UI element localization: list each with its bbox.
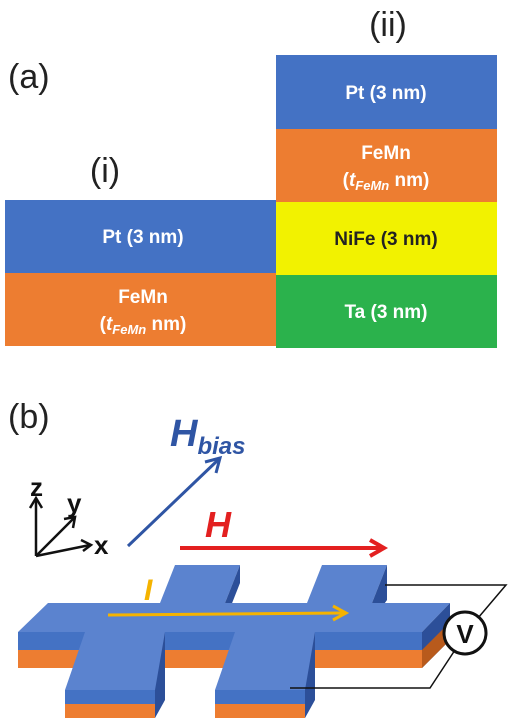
panel-label: (a) xyxy=(8,58,50,96)
stack-label: (i) xyxy=(90,152,120,190)
hall-bar xyxy=(18,565,450,718)
axes-icon xyxy=(30,498,91,556)
layer-label: FeMn xyxy=(361,143,411,164)
bias-label: Hbias xyxy=(170,413,245,460)
text-part: nm) xyxy=(389,170,429,191)
current-label: I xyxy=(144,574,153,607)
layer-label: Pt (3 nm) xyxy=(345,83,426,104)
current-arrow xyxy=(108,613,343,615)
layer-label: Ta (3 nm) xyxy=(344,302,427,323)
layer-label: Pt (3 nm) xyxy=(102,227,183,248)
stack-label: (ii) xyxy=(369,6,407,44)
panel-label: (b) xyxy=(8,398,50,436)
text-part: H xyxy=(170,413,199,455)
text-part: FeMn xyxy=(112,322,146,337)
text-part: bias xyxy=(197,433,245,460)
axis-label: y xyxy=(67,488,82,518)
layer-label: FeMn xyxy=(118,287,168,308)
text-part: nm) xyxy=(146,314,186,335)
voltmeter-label: V xyxy=(456,619,474,649)
axis-label: x xyxy=(94,530,109,560)
text-part: FeMn xyxy=(355,178,389,193)
axis-label: z xyxy=(30,472,43,502)
layer-label: NiFe (3 nm) xyxy=(334,229,437,250)
field-label: H xyxy=(205,504,232,545)
figure: (a) (i) (ii) Pt (3 nm) FeMn (tFeMn nm) P… xyxy=(0,0,508,718)
